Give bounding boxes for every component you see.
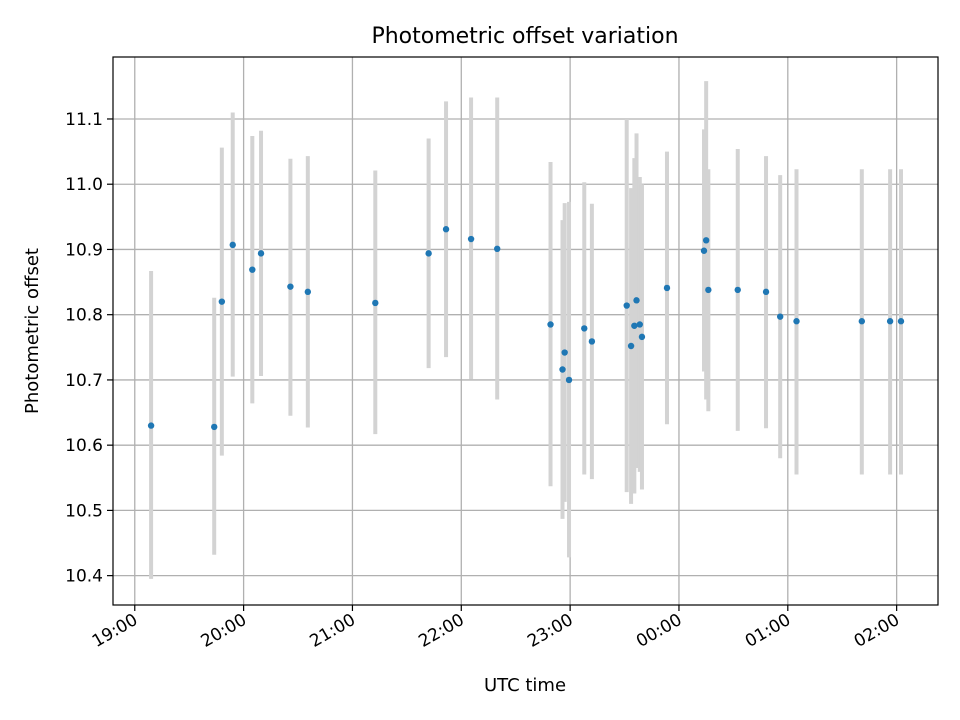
data-point (218, 298, 226, 305)
data-point (561, 349, 568, 356)
data-points (147, 226, 905, 431)
y-tick-label: 10.7 (65, 371, 103, 391)
data-point (886, 318, 894, 325)
y-tick-label: 11.1 (65, 110, 103, 130)
y-axis-label: Photometric offset (22, 248, 43, 414)
data-point (442, 226, 450, 233)
data-point (147, 422, 155, 429)
data-point (776, 313, 784, 320)
data-point (705, 286, 712, 294)
data-point (559, 366, 566, 373)
data-point (588, 338, 596, 345)
data-point (858, 318, 866, 325)
y-axis-ticks: 10.4 10.5 10.6 10.7 10.8 10.9 11.0 11.1 (65, 110, 113, 587)
data-point (702, 237, 710, 244)
y-tick-label: 10.5 (65, 501, 103, 521)
data-point (494, 245, 501, 252)
data-point (633, 297, 640, 304)
y-tick-label: 10.6 (65, 436, 103, 456)
data-point (257, 250, 265, 257)
y-tick-label: 10.4 (65, 567, 103, 587)
y-tick-label: 10.8 (65, 306, 103, 326)
data-point (793, 318, 800, 325)
data-point (425, 250, 432, 257)
y-tick-label: 11.0 (65, 175, 103, 195)
data-point (581, 325, 588, 332)
data-point (229, 241, 236, 249)
data-point (565, 376, 573, 384)
data-point (700, 247, 708, 254)
data-point (734, 286, 741, 294)
data-point (623, 302, 630, 309)
data-point (636, 321, 643, 328)
data-point (467, 235, 475, 243)
data-point (287, 283, 294, 290)
y-tick-label: 10.9 (65, 240, 103, 260)
data-point (663, 284, 671, 292)
data-point (372, 299, 379, 307)
data-point (762, 288, 770, 296)
data-point (631, 322, 638, 329)
data-point (547, 321, 554, 328)
data-point (627, 342, 635, 350)
data-point (249, 266, 256, 273)
x-axis-label: UTC time (484, 675, 566, 696)
data-point (897, 318, 905, 325)
data-point (211, 423, 218, 431)
chart-title: Photometric offset variation (371, 24, 678, 49)
data-point (304, 288, 312, 296)
plot-frame (112, 56, 939, 606)
data-point (638, 333, 646, 341)
